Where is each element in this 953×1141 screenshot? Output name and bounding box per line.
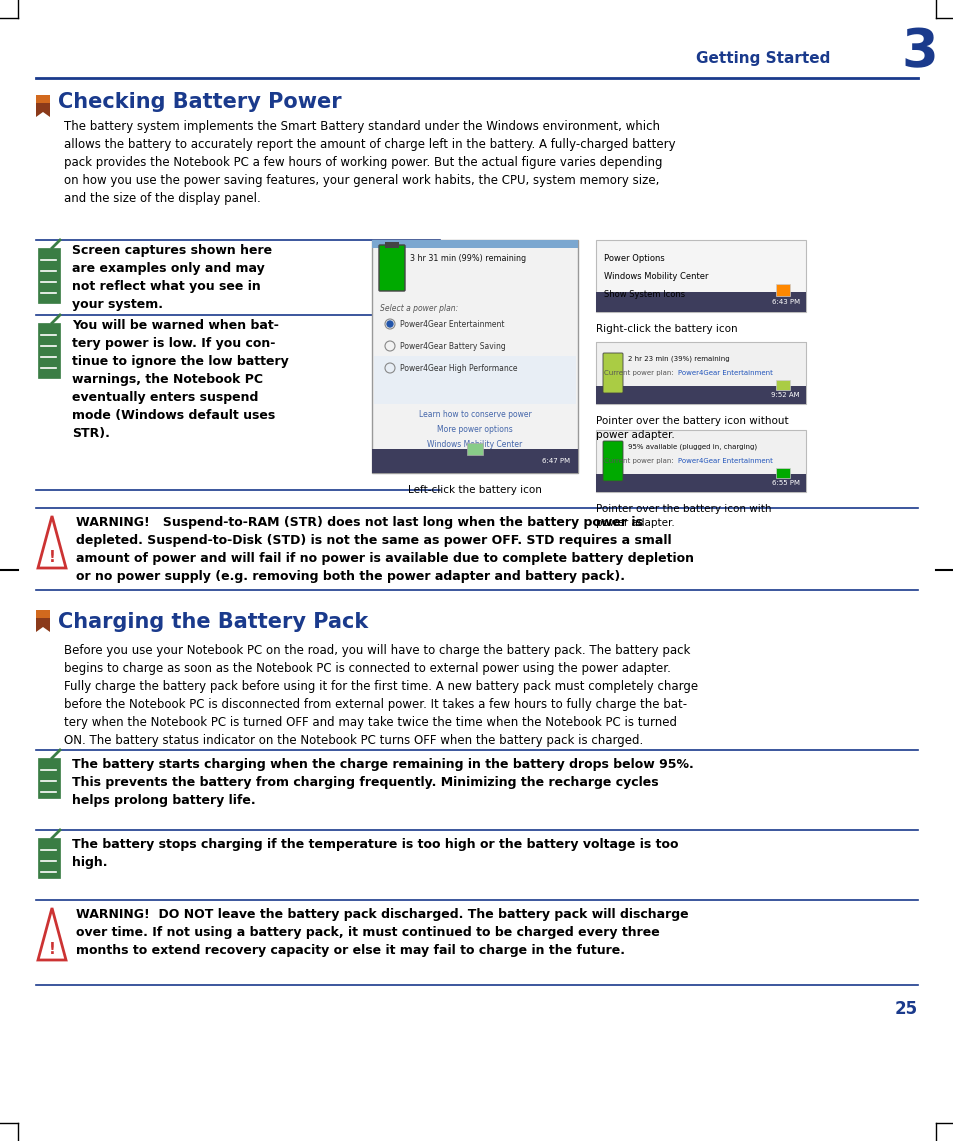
Text: 6:43 PM: 6:43 PM [771, 299, 800, 305]
FancyBboxPatch shape [596, 292, 805, 311]
Text: Windows Mobility Center: Windows Mobility Center [427, 440, 522, 450]
FancyBboxPatch shape [602, 353, 622, 393]
Text: Before you use your Notebook PC on the road, you will have to charge the battery: Before you use your Notebook PC on the r… [64, 644, 698, 747]
Text: The battery stops charging if the temperature is too high or the battery voltage: The battery stops charging if the temper… [71, 837, 678, 869]
FancyBboxPatch shape [596, 430, 805, 492]
FancyBboxPatch shape [775, 380, 789, 390]
FancyBboxPatch shape [372, 450, 578, 474]
Text: WARNING!  DO NOT leave the battery pack discharged. The battery pack will discha: WARNING! DO NOT leave the battery pack d… [76, 908, 688, 957]
Text: Learn how to conserve power: Learn how to conserve power [418, 410, 531, 419]
Text: !: ! [49, 942, 55, 957]
FancyBboxPatch shape [596, 240, 805, 311]
Circle shape [387, 321, 393, 327]
Text: 95% available (plugged in, charging): 95% available (plugged in, charging) [627, 444, 757, 451]
FancyBboxPatch shape [372, 240, 578, 474]
Polygon shape [36, 610, 50, 632]
Text: Checking Battery Power: Checking Battery Power [58, 92, 341, 112]
FancyBboxPatch shape [38, 323, 60, 378]
FancyBboxPatch shape [372, 240, 578, 248]
Text: Select a power plan:: Select a power plan: [379, 304, 457, 313]
Polygon shape [36, 95, 50, 103]
Text: 9:52 AM: 9:52 AM [771, 393, 800, 398]
FancyBboxPatch shape [38, 837, 60, 879]
Text: The battery starts charging when the charge remaining in the battery drops below: The battery starts charging when the cha… [71, 758, 693, 807]
Polygon shape [36, 95, 50, 118]
FancyBboxPatch shape [596, 474, 805, 492]
Text: Pointer over the battery icon with
power adapter.: Pointer over the battery icon with power… [596, 504, 771, 527]
Text: Current power plan:: Current power plan: [603, 370, 678, 377]
FancyBboxPatch shape [385, 242, 398, 248]
Text: The battery system implements the Smart Battery standard under the Windows envir: The battery system implements the Smart … [64, 120, 675, 205]
Text: 25: 25 [894, 1000, 917, 1018]
Text: Windows Mobility Center: Windows Mobility Center [603, 272, 708, 281]
Text: Power4Gear Entertainment: Power4Gear Entertainment [678, 370, 772, 377]
Text: Power4Gear Entertainment: Power4Gear Entertainment [678, 458, 772, 464]
FancyBboxPatch shape [602, 442, 622, 482]
Text: Left-click the battery icon: Left-click the battery icon [408, 485, 541, 495]
Text: Charging the Battery Pack: Charging the Battery Pack [58, 612, 368, 632]
FancyBboxPatch shape [378, 245, 405, 291]
Text: 2 hr 23 min (39%) remaining: 2 hr 23 min (39%) remaining [627, 356, 729, 363]
Text: !: ! [49, 550, 55, 566]
FancyBboxPatch shape [596, 342, 805, 404]
Text: 3: 3 [901, 26, 938, 78]
FancyBboxPatch shape [775, 284, 789, 296]
Text: Pointer over the battery icon without
power adapter.: Pointer over the battery icon without po… [596, 416, 788, 439]
Text: Power Options: Power Options [603, 254, 664, 262]
Text: Current power plan:: Current power plan: [603, 458, 678, 464]
Text: 3 hr 31 min (99%) remaining: 3 hr 31 min (99%) remaining [410, 254, 525, 262]
Text: Power4Gear Entertainment: Power4Gear Entertainment [399, 319, 504, 329]
FancyBboxPatch shape [38, 758, 60, 798]
Text: Getting Started: Getting Started [695, 50, 829, 65]
Text: Power4Gear Battery Saving: Power4Gear Battery Saving [399, 342, 505, 351]
Text: Show System Icons: Show System Icons [603, 290, 684, 299]
Text: Power4Gear High Performance: Power4Gear High Performance [399, 364, 517, 373]
FancyBboxPatch shape [38, 248, 60, 304]
Text: You will be warned when bat-
tery power is low. If you con-
tinue to ignore the : You will be warned when bat- tery power … [71, 319, 289, 440]
Text: Screen captures shown here
are examples only and may
not reflect what you see in: Screen captures shown here are examples … [71, 244, 272, 311]
FancyBboxPatch shape [596, 386, 805, 404]
Text: WARNING!   Suspend-to-RAM (STR) does not last long when the battery power is
dep: WARNING! Suspend-to-RAM (STR) does not l… [76, 516, 693, 583]
FancyBboxPatch shape [775, 468, 789, 478]
Text: Right-click the battery icon: Right-click the battery icon [596, 324, 737, 334]
Text: More power options: More power options [436, 424, 513, 434]
Text: 6:47 PM: 6:47 PM [541, 458, 569, 464]
FancyBboxPatch shape [374, 356, 576, 404]
Text: 6:55 PM: 6:55 PM [771, 480, 800, 486]
FancyBboxPatch shape [467, 443, 482, 455]
Polygon shape [36, 610, 50, 618]
